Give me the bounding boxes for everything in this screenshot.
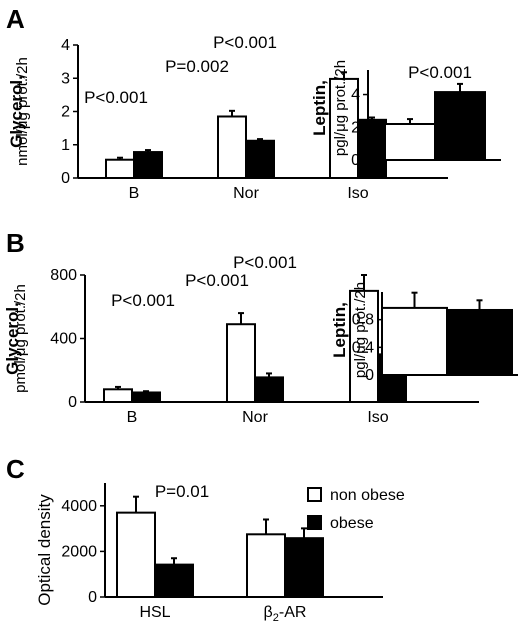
legend-label: non obese bbox=[330, 487, 405, 504]
chart-C_density: C 0 2000 4000 Optical density HSL β2-AR P=0.01 bbox=[6, 454, 383, 624]
p-value-annotation: P<0.001 bbox=[111, 291, 175, 310]
bar bbox=[217, 115, 247, 180]
chart-A_glycerol: A 0 1 2 3 4 Glycerol,nmol/μg prot./2h B Nor Iso P<… bbox=[6, 4, 448, 202]
bar bbox=[103, 388, 133, 403]
p-value-annotation: P<0.001 bbox=[213, 33, 277, 52]
bar bbox=[384, 123, 436, 161]
panel-letter: A bbox=[6, 4, 25, 34]
p-value-annotation: P=0.01 bbox=[155, 482, 209, 501]
y-tick-label: 2 bbox=[61, 104, 70, 121]
bar bbox=[226, 323, 256, 403]
legend-swatch bbox=[307, 487, 322, 502]
p-value-annotation: P<0.001 bbox=[185, 271, 249, 290]
panel-letter: B bbox=[6, 228, 25, 258]
p-value-annotation: P<0.001 bbox=[233, 253, 297, 272]
y-tick-label: 0 bbox=[88, 589, 97, 606]
y-axis-label-unit: pgl/μg prot./2h bbox=[332, 60, 349, 156]
y-axis-label-unit: nmol/μg prot./2h bbox=[14, 57, 31, 166]
y-tick-label: 1 bbox=[61, 137, 70, 154]
chart-A_leptin: 0 2 4 Leptin, pgl/μg prot./2h P<0.001 bbox=[310, 60, 501, 169]
panel-letter: C bbox=[6, 454, 25, 484]
bar bbox=[133, 151, 163, 180]
legend: non obese obese bbox=[307, 487, 405, 532]
bar bbox=[154, 563, 194, 599]
bar bbox=[381, 306, 448, 376]
y-tick-label: 2 bbox=[351, 119, 360, 136]
bar bbox=[254, 376, 284, 403]
y-tick-label: 4 bbox=[351, 87, 360, 104]
legend-swatch bbox=[307, 515, 322, 530]
category-label: β2-AR bbox=[264, 604, 307, 624]
y-axis-label-unit: pgl/μg prot./2h bbox=[352, 282, 369, 378]
y-axis-label-main: Leptin, bbox=[310, 80, 329, 136]
category-label: B bbox=[127, 409, 138, 426]
y-tick-label: 0 bbox=[365, 367, 374, 384]
category-label: Iso bbox=[367, 409, 388, 426]
category-label: B bbox=[129, 185, 140, 202]
y-tick-label: 0.8 bbox=[352, 312, 374, 329]
y-tick-label: 2000 bbox=[61, 543, 97, 560]
y-tick-label: 0 bbox=[351, 152, 360, 169]
bar bbox=[434, 91, 486, 161]
bar bbox=[105, 158, 135, 179]
y-axis-label: Optical density bbox=[35, 494, 54, 606]
y-axis-label-main: Glycerol, bbox=[7, 75, 26, 148]
y-tick-label: 400 bbox=[50, 331, 77, 348]
y-tick-label: 0.4 bbox=[352, 339, 374, 356]
legend-label: obese bbox=[330, 515, 374, 532]
category-label: HSL bbox=[139, 604, 170, 621]
bar bbox=[446, 308, 513, 377]
y-tick-label: 0 bbox=[61, 170, 70, 187]
category-label: Iso bbox=[347, 185, 368, 202]
y-axis-label-unit: pmol/μg prot./2h bbox=[12, 284, 29, 393]
bar bbox=[349, 289, 379, 403]
bar bbox=[357, 118, 387, 179]
y-tick-label: 4000 bbox=[61, 498, 97, 515]
category-label: Nor bbox=[233, 185, 259, 202]
p-value-annotation: P=0.002 bbox=[165, 57, 229, 76]
y-tick-label: 3 bbox=[61, 70, 70, 87]
y-axis-label-main: Glycerol, bbox=[3, 302, 22, 375]
y-axis-label-main: Leptin, bbox=[330, 302, 349, 358]
bar bbox=[245, 139, 275, 179]
p-value-annotation: P<0.001 bbox=[408, 63, 472, 82]
y-tick-label: 4 bbox=[61, 37, 70, 54]
bar bbox=[284, 537, 324, 599]
bar bbox=[131, 391, 161, 404]
p-value-annotation: P<0.001 bbox=[84, 88, 148, 107]
y-tick-label: 0 bbox=[68, 394, 77, 411]
chart-B_glycerol: B 0 400 800 Glycerol,pmol/μg prot./2h B Nor Iso… bbox=[3, 228, 479, 426]
y-tick-label: 800 bbox=[50, 267, 77, 284]
bar bbox=[116, 511, 156, 599]
bar bbox=[246, 533, 286, 598]
category-label: Nor bbox=[242, 409, 268, 426]
